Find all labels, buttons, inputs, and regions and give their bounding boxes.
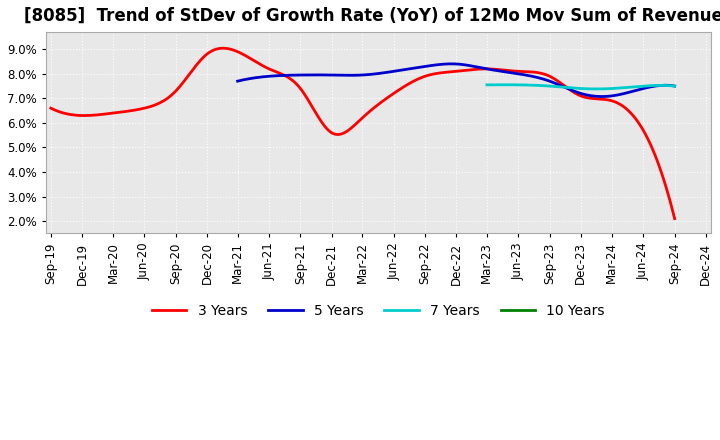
Line: 5 Years: 5 Years bbox=[238, 64, 675, 96]
Line: 3 Years: 3 Years bbox=[51, 48, 675, 219]
Title: [8085]  Trend of StDev of Growth Rate (YoY) of 12Mo Mov Sum of Revenues: [8085] Trend of StDev of Growth Rate (Yo… bbox=[24, 7, 720, 25]
Legend: 3 Years, 5 Years, 7 Years, 10 Years: 3 Years, 5 Years, 7 Years, 10 Years bbox=[146, 298, 611, 323]
Line: 7 Years: 7 Years bbox=[487, 85, 675, 89]
